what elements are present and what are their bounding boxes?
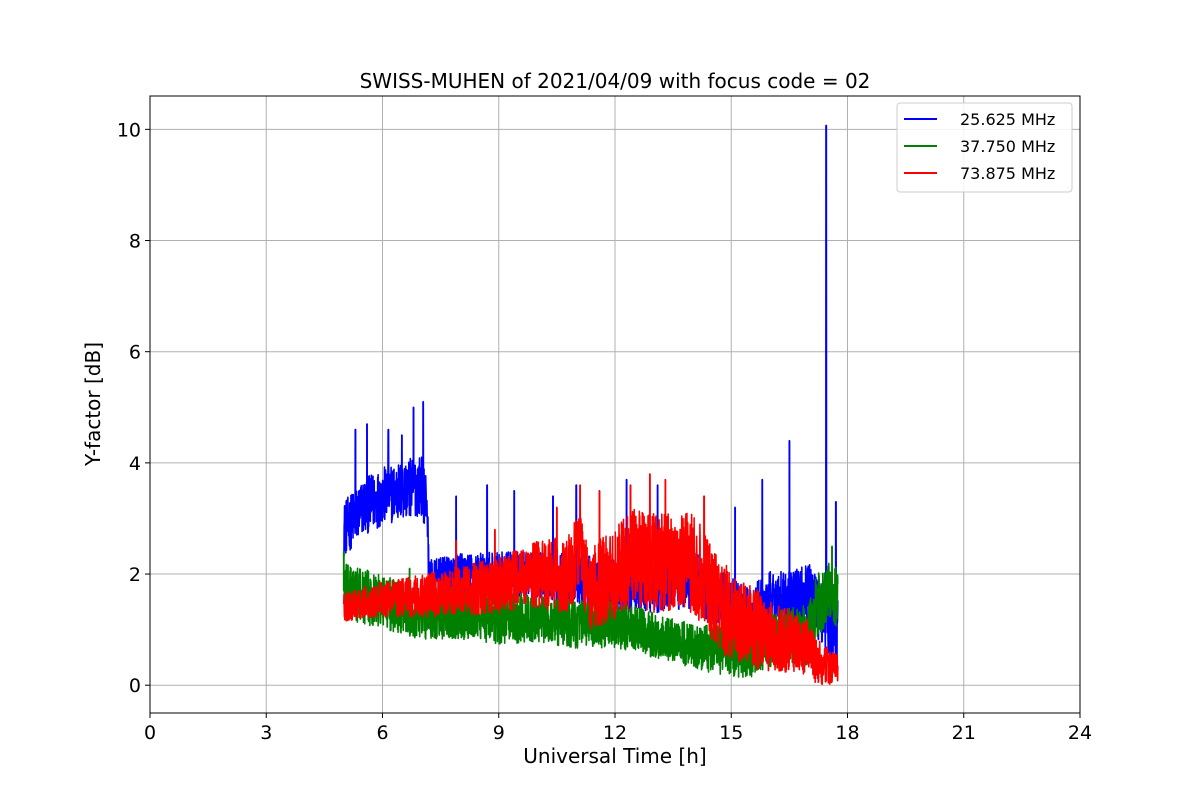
series-line-3 [342, 473, 839, 686]
x-tick-label: 18 [835, 722, 859, 744]
x-tick-label: 0 [144, 722, 156, 744]
legend: 25.625 MHz 37.750 MHz 73.875 MHz [896, 102, 1073, 193]
x-tick-label: 9 [493, 722, 505, 744]
y-tick-label: 10 [117, 119, 141, 141]
legend-label: 37.750 MHz [960, 137, 1055, 156]
x-tick-label: 3 [260, 722, 272, 744]
x-axis-title: Universal Time [h] [523, 744, 706, 768]
y-tick-label: 8 [129, 231, 141, 253]
legend-box [896, 102, 1073, 193]
y-tick-label: 2 [129, 564, 141, 586]
x-tick-label: 24 [1068, 722, 1092, 744]
series-group [342, 124, 839, 686]
x-tick-label: 6 [376, 722, 388, 744]
x-tick-label: 12 [603, 722, 627, 744]
y-axis-title: Y-factor [dB] [81, 342, 105, 467]
y-tick-label: 6 [129, 342, 141, 364]
x-tick-label: 15 [719, 722, 743, 744]
y-tick-label: 4 [129, 453, 141, 475]
y-tick-label: 0 [129, 675, 141, 697]
chart-title: SWISS-MUHEN of 2021/04/09 with focus cod… [360, 69, 871, 93]
x-tick-label: 21 [952, 722, 976, 744]
legend-label: 73.875 MHz [960, 164, 1055, 183]
legend-label: 25.625 MHz [960, 110, 1055, 129]
